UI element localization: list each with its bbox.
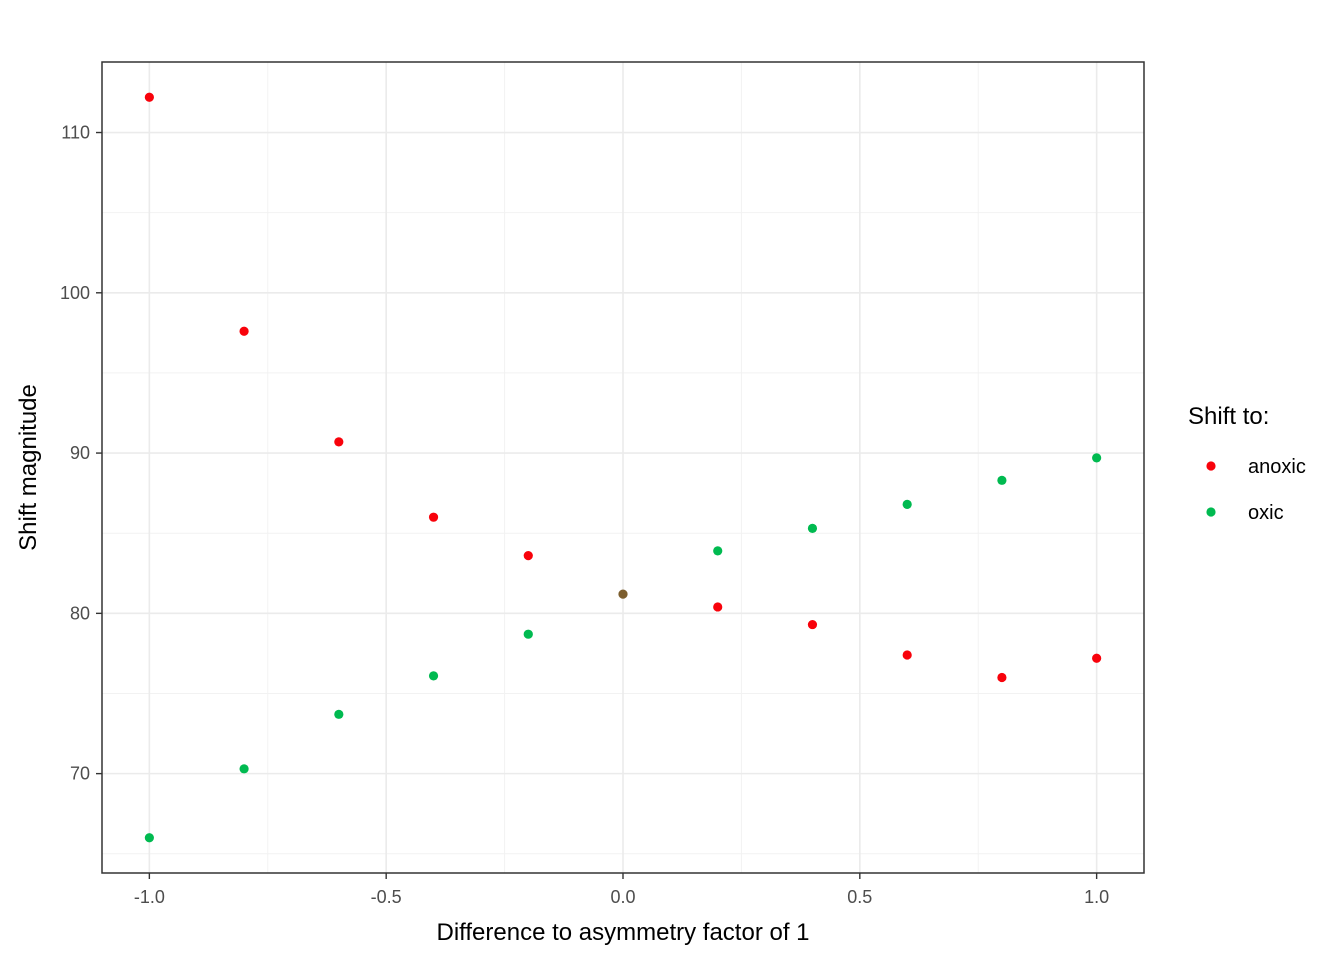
data-point-anoxic bbox=[807, 619, 818, 630]
x-tick-label: 1.0 bbox=[1084, 887, 1109, 907]
data-point-anoxic bbox=[239, 326, 249, 336]
data-point-oxic bbox=[144, 833, 154, 843]
data-point-anoxic bbox=[713, 602, 723, 612]
x-tick-label: -1.0 bbox=[134, 887, 165, 907]
legend: Shift to: anoxic oxic bbox=[1188, 403, 1306, 524]
legend-items: anoxic oxic bbox=[1206, 456, 1306, 524]
y-tick-label: 70 bbox=[70, 764, 90, 784]
legend-swatch-oxic bbox=[1206, 507, 1216, 517]
data-point-oxic bbox=[428, 671, 439, 681]
data-point-oxic bbox=[239, 764, 249, 774]
x-tick-label: 0.0 bbox=[610, 887, 635, 907]
data-point-anoxic bbox=[997, 672, 1007, 683]
data-point-anoxic bbox=[428, 512, 439, 522]
data-point-oxic bbox=[523, 629, 533, 639]
x-axis-ticks: -1.0 -0.5 0.0 0.5 1.0 bbox=[134, 873, 1109, 907]
data-point-anoxic bbox=[144, 92, 154, 102]
data-point-oxic bbox=[902, 499, 912, 509]
y-axis-ticks: 70 80 90 100 110 bbox=[60, 123, 102, 784]
y-tick-label: 100 bbox=[60, 283, 90, 303]
data-point-oxic bbox=[807, 523, 818, 534]
data-point-oxic bbox=[997, 475, 1007, 485]
legend-title: Shift to: bbox=[1188, 403, 1269, 430]
x-tick-label: 0.5 bbox=[847, 887, 872, 907]
data-point-anoxic bbox=[334, 437, 344, 447]
y-tick-label: 90 bbox=[70, 443, 90, 463]
data-point-oxic bbox=[1092, 453, 1102, 463]
data-point-anoxic bbox=[902, 650, 912, 660]
data-points bbox=[144, 92, 1102, 843]
data-point-anoxic bbox=[1092, 653, 1102, 663]
x-tick-label: -0.5 bbox=[371, 887, 402, 907]
data-point-oxic bbox=[713, 546, 723, 556]
data-point-oxic bbox=[334, 709, 344, 719]
x-axis-title: Difference to asymmetry factor of 1 bbox=[436, 919, 809, 946]
grid-major bbox=[102, 62, 1144, 873]
y-tick-label: 80 bbox=[70, 603, 90, 623]
data-point-anoxic bbox=[523, 551, 533, 561]
y-tick-label: 110 bbox=[61, 123, 90, 143]
legend-label-anoxic: anoxic bbox=[1248, 456, 1306, 478]
y-axis-title: Shift magnitude bbox=[15, 384, 42, 551]
legend-label-oxic: oxic bbox=[1248, 502, 1284, 524]
legend-swatch-anoxic bbox=[1206, 461, 1216, 471]
data-point-overlap bbox=[618, 589, 628, 599]
